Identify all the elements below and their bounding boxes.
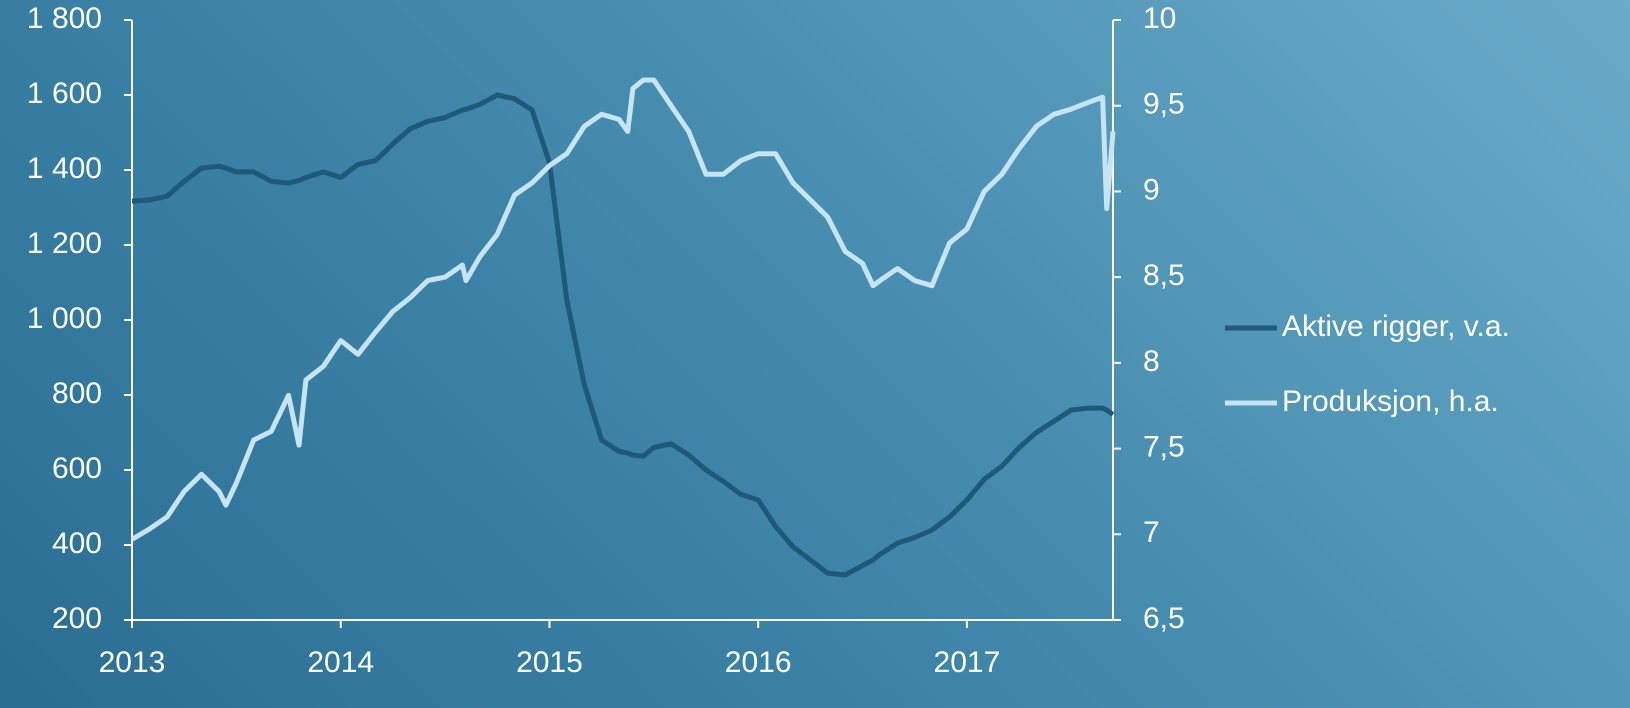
x-tick-label: 2014 (307, 646, 374, 679)
y-tick-label: 800 (52, 377, 102, 410)
y2-tick-label: 8,5 (1143, 259, 1185, 292)
y2-tick-label: 6,5 (1143, 602, 1185, 635)
y2-tick-label: 9,5 (1143, 88, 1185, 121)
y-tick-label: 200 (52, 602, 102, 635)
line-series (130, 77, 1116, 542)
y2-tick-label: 7,5 (1143, 430, 1185, 463)
x-tick-label: 2017 (934, 646, 1001, 679)
y-tick-label: 400 (52, 527, 102, 560)
y-tick-label: 600 (52, 452, 102, 485)
y2-tick-label: 8 (1143, 345, 1160, 378)
y-tick-label: 1 000 (27, 302, 102, 335)
x-tick-label: 2015 (516, 646, 583, 679)
legend-label: Produksjon, h.a. (1282, 385, 1499, 418)
x-tick-label: 2013 (99, 646, 166, 679)
y-tick-label: 1 800 (27, 2, 102, 35)
y-tick-label: 1 400 (27, 152, 102, 185)
y2-tick-label: 7 (1143, 516, 1160, 549)
x-tick-label: 2016 (725, 646, 792, 679)
y-tick-label: 1 200 (27, 227, 102, 260)
y2-tick-label: 9 (1143, 173, 1160, 206)
y-tick-label: 1 600 (27, 77, 102, 110)
legend-label: Aktive rigger, v.a. (1282, 310, 1510, 343)
line-series (131, 92, 1115, 578)
y2-tick-label: 10 (1143, 2, 1176, 35)
